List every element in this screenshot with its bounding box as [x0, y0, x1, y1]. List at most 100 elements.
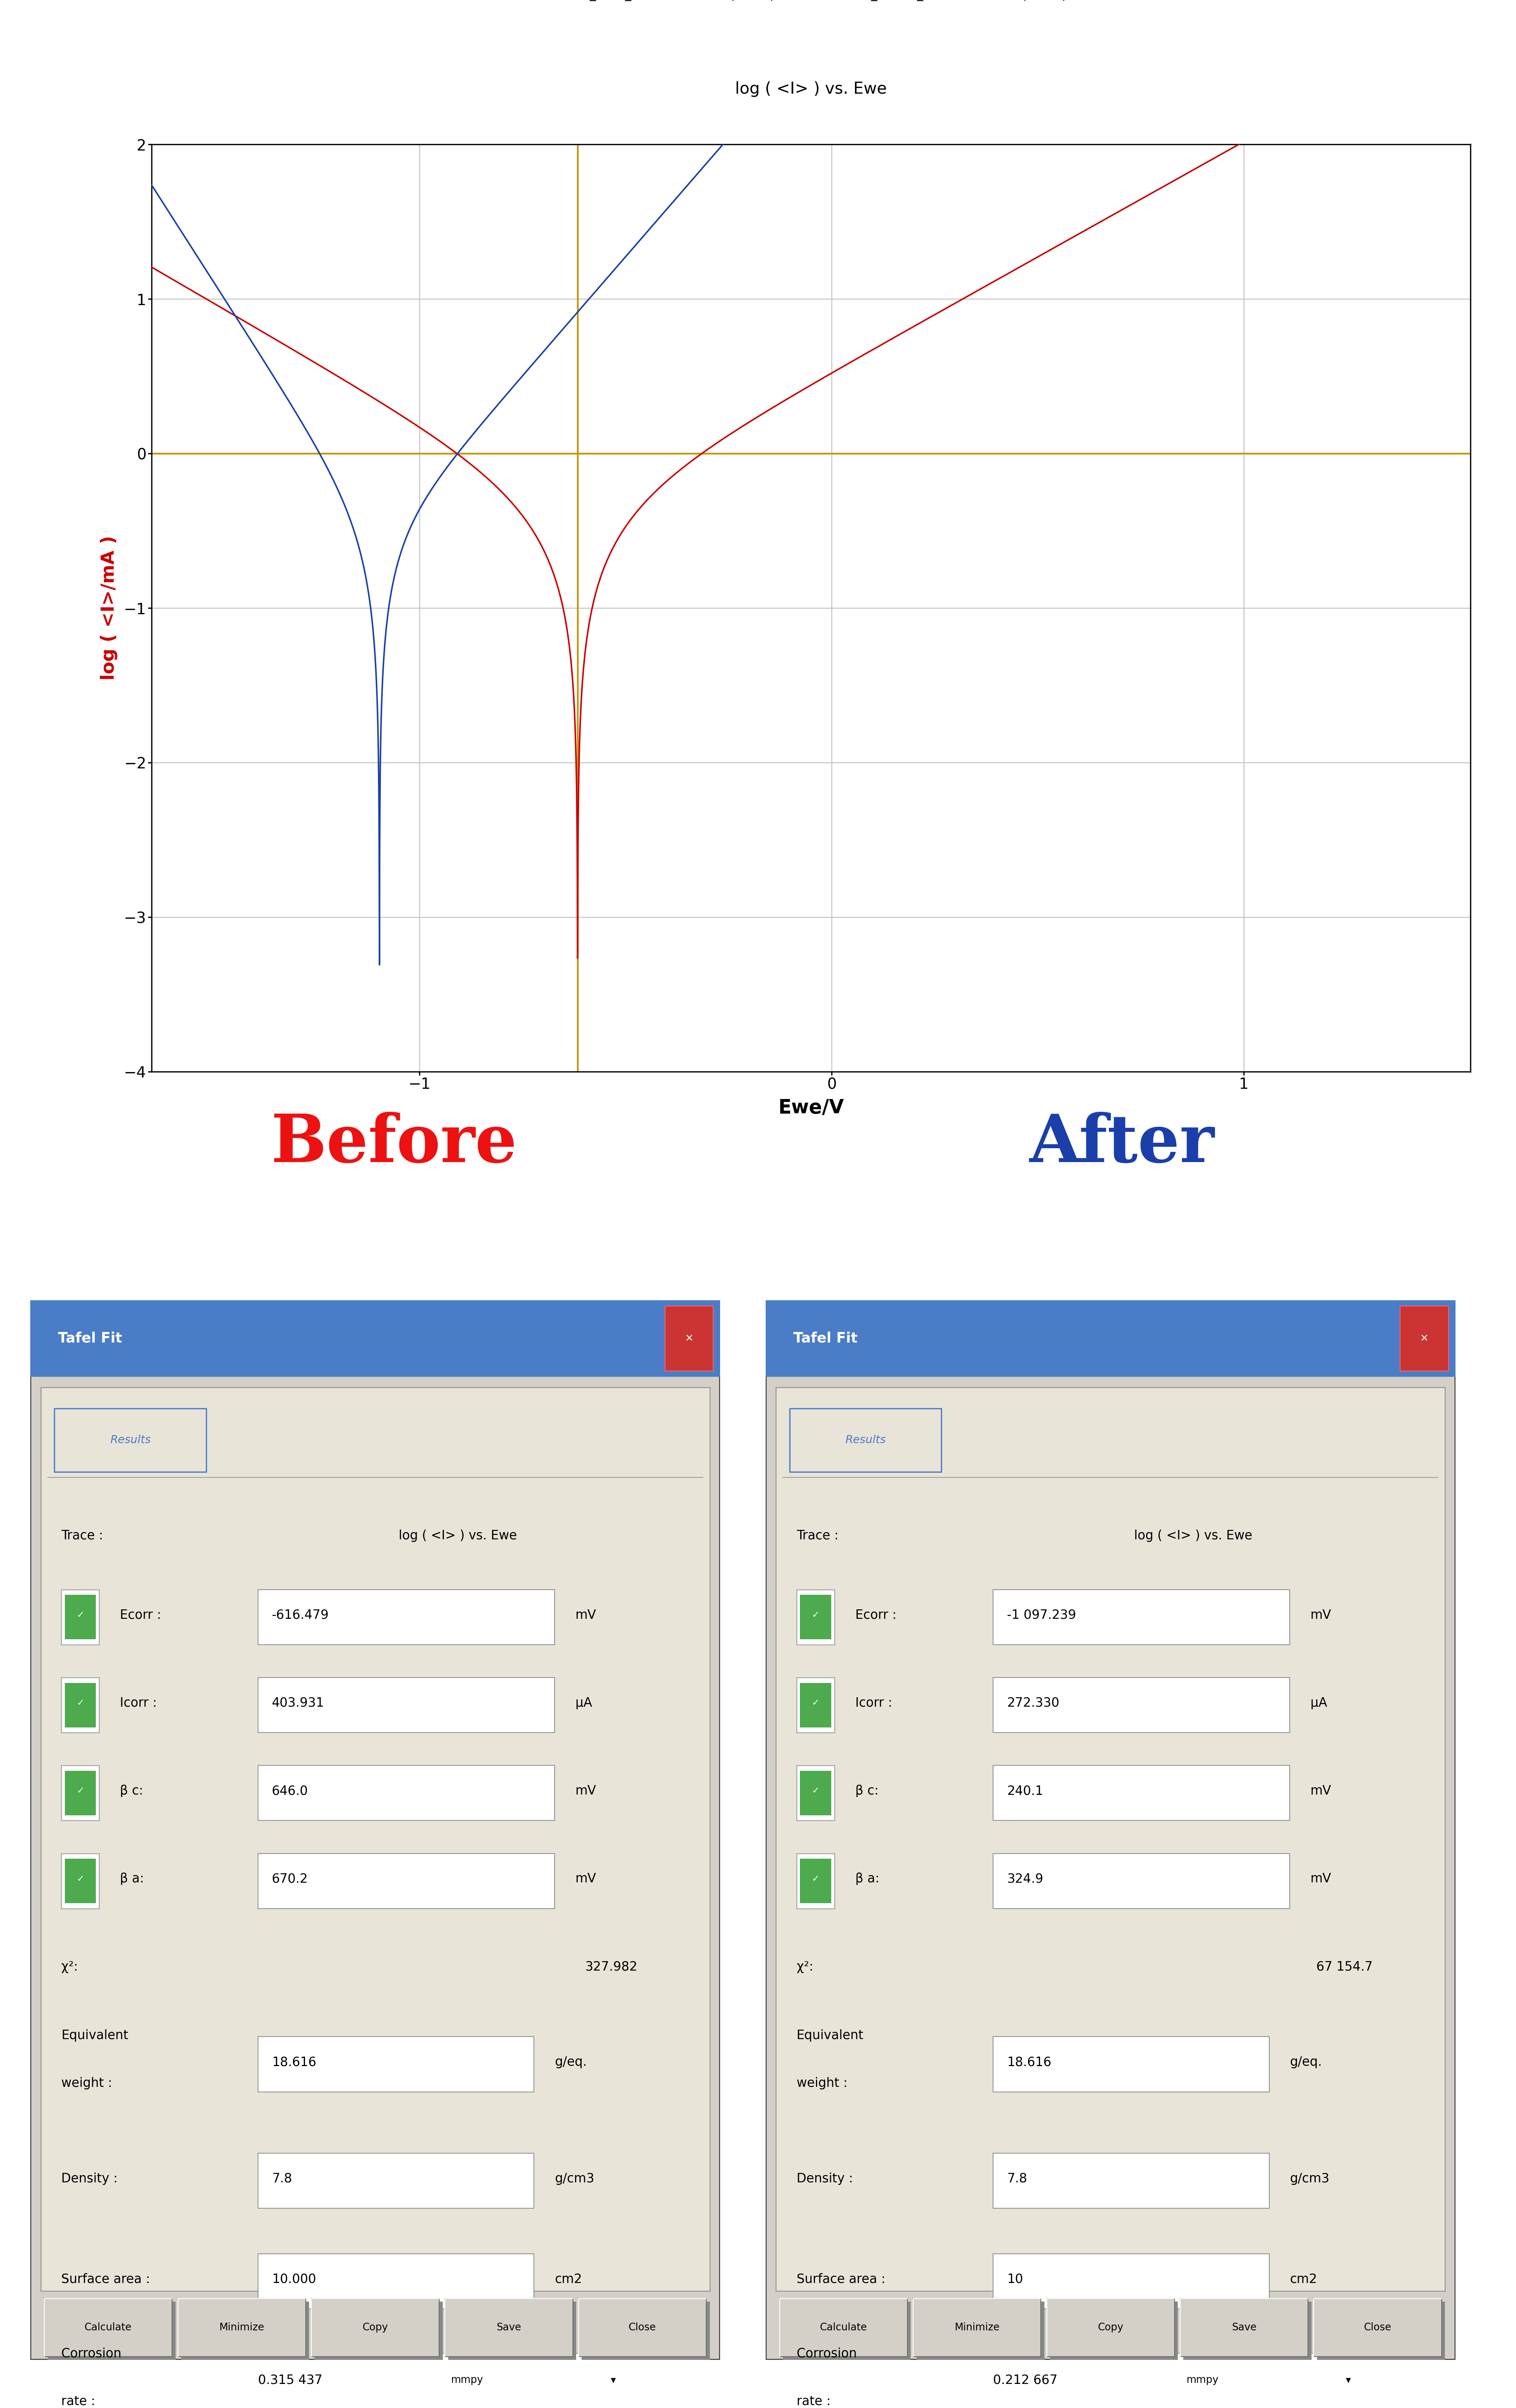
Text: 240.1: 240.1: [1007, 1784, 1043, 1796]
FancyBboxPatch shape: [449, 2302, 576, 2360]
FancyBboxPatch shape: [55, 1409, 206, 1471]
Text: ✓: ✓: [811, 1611, 820, 1618]
Text: mmpy: mmpy: [452, 2374, 484, 2384]
Text: 403.931: 403.931: [271, 1698, 324, 1710]
FancyBboxPatch shape: [766, 1300, 1455, 2360]
Text: 670.2: 670.2: [271, 1873, 308, 1885]
FancyBboxPatch shape: [44, 2297, 173, 2357]
FancyBboxPatch shape: [258, 2254, 534, 2309]
FancyBboxPatch shape: [258, 1765, 555, 1820]
FancyBboxPatch shape: [177, 2297, 306, 2357]
Text: 272.330: 272.330: [1007, 1698, 1060, 1710]
Text: 10: 10: [1007, 2273, 1023, 2285]
Text: 18.616: 18.616: [1007, 2056, 1052, 2068]
FancyBboxPatch shape: [65, 1683, 96, 1727]
Text: log ( <I> ) vs. Ewe: log ( <I> ) vs. Ewe: [1134, 1529, 1252, 1541]
Text: μA: μA: [1310, 1698, 1326, 1710]
FancyBboxPatch shape: [437, 2353, 590, 2408]
FancyBboxPatch shape: [1051, 2302, 1178, 2360]
Text: μA: μA: [575, 1698, 591, 1710]
Text: Density :: Density :: [796, 2172, 854, 2184]
Text: Trace :: Trace :: [796, 1529, 838, 1541]
FancyBboxPatch shape: [311, 2297, 440, 2357]
Text: β a:: β a:: [855, 1873, 879, 1885]
Text: Tafel Fit: Tafel Fit: [58, 1332, 123, 1346]
FancyBboxPatch shape: [1313, 2297, 1442, 2357]
FancyBboxPatch shape: [61, 1765, 100, 1820]
Text: weight :: weight :: [61, 2078, 112, 2090]
FancyBboxPatch shape: [258, 1589, 555, 1645]
FancyBboxPatch shape: [1172, 2353, 1325, 2408]
FancyBboxPatch shape: [782, 2302, 911, 2360]
FancyBboxPatch shape: [800, 1683, 831, 1727]
FancyBboxPatch shape: [766, 1300, 1455, 1377]
FancyBboxPatch shape: [916, 2302, 1045, 2360]
Text: mV: mV: [575, 1784, 596, 1796]
Text: Surface area :: Surface area :: [61, 2273, 150, 2285]
Text: mmpy: mmpy: [1187, 2374, 1219, 2384]
Text: ✓: ✓: [76, 1873, 85, 1883]
Text: 324.9: 324.9: [1007, 1873, 1043, 1885]
Text: cm2: cm2: [1290, 2273, 1317, 2285]
Text: Trace :: Trace :: [61, 1529, 103, 1541]
Text: rate :: rate :: [796, 2396, 831, 2408]
Text: β a:: β a:: [120, 1873, 144, 1885]
Text: Icorr :: Icorr :: [120, 1698, 158, 1710]
Text: Ecorr :: Ecorr :: [120, 1609, 161, 1621]
Text: rate :: rate :: [61, 2396, 96, 2408]
Text: weight :: weight :: [796, 2078, 847, 2090]
FancyBboxPatch shape: [61, 1854, 100, 1910]
FancyBboxPatch shape: [65, 1859, 96, 1902]
Text: χ²:: χ²:: [796, 1960, 814, 1972]
FancyBboxPatch shape: [993, 1765, 1290, 1820]
FancyBboxPatch shape: [30, 1300, 720, 1377]
FancyBboxPatch shape: [666, 1305, 713, 1370]
Text: Ecorr :: Ecorr :: [855, 1609, 896, 1621]
Text: Results: Results: [846, 1435, 885, 1445]
FancyBboxPatch shape: [993, 2254, 1269, 2309]
FancyBboxPatch shape: [65, 1770, 96, 1816]
Text: Results: Results: [111, 1435, 150, 1445]
Text: mV: mV: [575, 1873, 596, 1885]
Text: 10.000: 10.000: [271, 2273, 315, 2285]
Text: 67 154.7: 67 154.7: [1316, 1960, 1372, 1972]
Text: Corrosion: Corrosion: [61, 2348, 121, 2360]
Text: 327.982: 327.982: [585, 1960, 637, 1972]
Text: mV: mV: [1310, 1784, 1331, 1796]
Text: Icorr :: Icorr :: [855, 1698, 893, 1710]
FancyBboxPatch shape: [993, 2037, 1269, 2093]
Text: β c:: β c:: [855, 1784, 879, 1796]
FancyBboxPatch shape: [65, 1594, 96, 1640]
FancyBboxPatch shape: [776, 1387, 1445, 2290]
FancyBboxPatch shape: [800, 1859, 831, 1902]
Text: Save: Save: [496, 2321, 522, 2333]
FancyBboxPatch shape: [47, 2302, 176, 2360]
Text: ▾: ▾: [1346, 2374, 1351, 2384]
FancyBboxPatch shape: [796, 1854, 834, 1910]
FancyBboxPatch shape: [444, 2297, 573, 2357]
Text: g/cm3: g/cm3: [555, 2172, 594, 2184]
FancyBboxPatch shape: [993, 1589, 1290, 1645]
Legend: CPP_After_Realkalisation.mpr, loop 0, CPP_Before_Realkalisation.mpr, loop 0 #: CPP_After_Realkalisation.mpr, loop 0, CP…: [522, 0, 1101, 5]
FancyBboxPatch shape: [258, 1678, 555, 1734]
Text: mV: mV: [1310, 1873, 1331, 1885]
FancyBboxPatch shape: [578, 2297, 706, 2357]
Text: ✓: ✓: [811, 1787, 820, 1796]
X-axis label: Ewe/V: Ewe/V: [778, 1098, 844, 1117]
Text: Density :: Density :: [61, 2172, 118, 2184]
Text: Close: Close: [1364, 2321, 1392, 2333]
FancyBboxPatch shape: [180, 2302, 309, 2360]
Text: Copy: Copy: [362, 2321, 388, 2333]
FancyBboxPatch shape: [1317, 2302, 1445, 2360]
Text: 7.8: 7.8: [1007, 2172, 1028, 2184]
FancyBboxPatch shape: [779, 2297, 908, 2357]
Text: -616.479: -616.479: [271, 1609, 329, 1621]
Text: cm2: cm2: [555, 2273, 582, 2285]
FancyBboxPatch shape: [1325, 2353, 1372, 2408]
Text: 0.212 667: 0.212 667: [993, 2374, 1058, 2386]
FancyBboxPatch shape: [315, 2302, 443, 2360]
FancyBboxPatch shape: [1179, 2297, 1308, 2357]
Text: Copy: Copy: [1098, 2321, 1123, 2333]
Text: Equivalent: Equivalent: [61, 2030, 129, 2042]
FancyBboxPatch shape: [590, 2353, 637, 2408]
